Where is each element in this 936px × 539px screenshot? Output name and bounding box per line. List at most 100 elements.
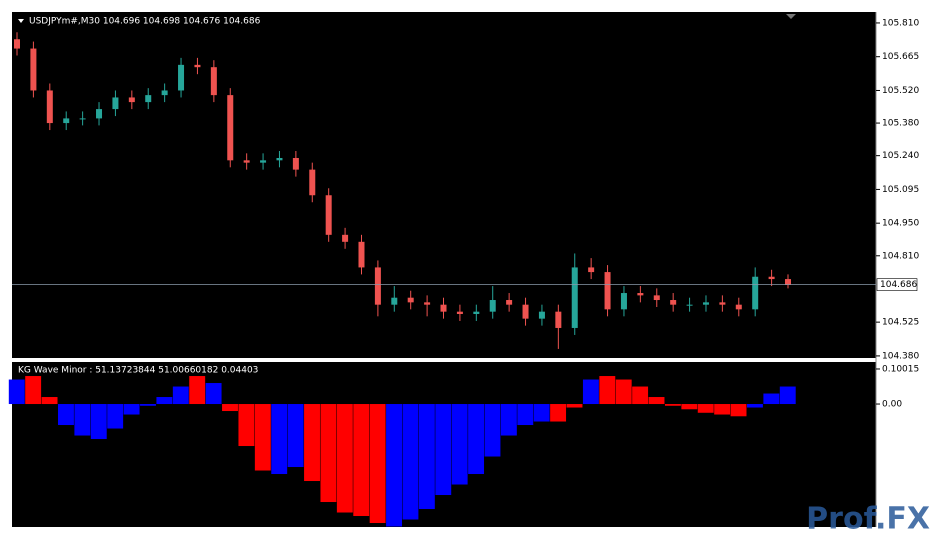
candle-body	[227, 95, 234, 161]
price-label: 104.686	[880, 280, 917, 290]
histogram-bar	[254, 404, 271, 471]
histogram-bar	[599, 376, 616, 405]
histogram-bar	[74, 404, 91, 436]
candle-body	[752, 276, 759, 310]
y-tick-label: 104.950	[882, 219, 919, 229]
candle-body	[456, 311, 463, 314]
y-tick-label: 105.380	[882, 119, 919, 129]
histogram-bar	[615, 379, 632, 405]
histogram-bar	[468, 404, 485, 475]
candle-body	[768, 276, 775, 280]
candle-body	[96, 109, 103, 119]
y-tick-label: 0.00	[882, 400, 902, 410]
histogram-bar	[140, 404, 156, 406]
candle-body	[161, 90, 168, 96]
candle-body	[243, 160, 250, 163]
candle-body	[555, 311, 562, 328]
candle-body	[145, 95, 152, 103]
menu-icon[interactable]	[18, 19, 24, 23]
histogram-bar	[304, 404, 320, 482]
histogram-bar	[746, 404, 763, 408]
candle-body	[571, 267, 578, 328]
candle-body	[178, 64, 185, 91]
histogram-bar	[533, 404, 550, 422]
histogram-bar	[517, 404, 534, 426]
indicator-title: KG Wave Minor : 51.13723844 51.00660182 …	[18, 366, 258, 376]
candle-body	[588, 267, 595, 273]
y-tick-label: 104.380	[882, 351, 919, 361]
candle-body	[637, 293, 644, 296]
y-tick-label: 105.810	[882, 18, 919, 28]
histogram-bar	[90, 404, 107, 440]
candle-body	[194, 64, 201, 68]
histogram-bar	[287, 404, 304, 468]
histogram-bar	[500, 404, 517, 436]
candle-body	[653, 295, 660, 301]
histogram-bar	[8, 379, 25, 405]
candle-body	[785, 279, 791, 285]
histogram-bar	[714, 404, 731, 415]
histogram-bar	[435, 404, 452, 496]
histogram-bar	[271, 404, 288, 475]
candle-body	[473, 311, 480, 314]
y-tick-label: 105.095	[882, 185, 919, 195]
histogram-bar	[779, 386, 796, 405]
histogram-bar	[107, 404, 124, 429]
candle-body	[604, 272, 611, 310]
histogram-bar	[681, 404, 698, 410]
histogram-bar	[763, 393, 780, 405]
candle-body	[374, 267, 381, 305]
candle-body	[620, 293, 627, 310]
candle-body	[506, 300, 513, 305]
histogram-bar	[353, 404, 370, 517]
histogram-bar	[205, 383, 222, 405]
candle-body	[325, 195, 332, 235]
candle-body	[276, 157, 283, 161]
candle-body	[424, 302, 431, 305]
histogram-bar	[648, 397, 665, 405]
y-tick-label: 104.525	[882, 318, 919, 328]
candle-body	[358, 241, 365, 268]
candle-body	[522, 304, 529, 319]
histogram-bar	[172, 386, 189, 405]
histogram-bar	[550, 404, 567, 422]
candle-body	[112, 97, 119, 110]
histogram-bar	[730, 404, 747, 417]
chart-title: USDJPYm#,M30 104.696 104.698 104.676 104…	[29, 17, 261, 27]
candle-body	[702, 302, 709, 305]
histogram-bar	[320, 404, 337, 503]
candle-body	[440, 304, 447, 312]
histogram-bar	[566, 404, 583, 408]
candle-body	[292, 157, 299, 170]
histogram-bar	[484, 404, 501, 457]
histogram-bar	[632, 386, 649, 405]
watermark: Prof.FX	[806, 502, 930, 537]
histogram-bar	[336, 404, 353, 513]
histogram-bar	[451, 404, 468, 485]
histogram-bar	[123, 404, 140, 415]
shift-marker	[786, 14, 796, 19]
histogram-bar	[418, 404, 435, 510]
histogram-bar	[189, 376, 206, 405]
histogram-bar	[582, 379, 599, 405]
histogram-bar	[664, 404, 681, 406]
histogram-bar	[156, 397, 173, 405]
candle-body	[210, 67, 217, 96]
candle-body	[489, 300, 496, 312]
y-tick-label: 0.10015	[882, 364, 919, 374]
histogram-bar	[25, 376, 42, 405]
candle-body	[79, 118, 86, 120]
candle-body	[670, 300, 677, 305]
histogram-bar	[41, 397, 58, 405]
y-tick-label: 105.665	[882, 52, 919, 62]
histogram-bar	[58, 404, 74, 426]
candle-body	[686, 304, 693, 306]
histogram-bar	[238, 404, 255, 447]
histogram-bar	[402, 404, 419, 520]
histogram-bar	[222, 404, 238, 412]
histogram-bar	[369, 404, 386, 524]
candle-body	[342, 234, 349, 242]
candle-body	[719, 302, 726, 305]
candle-body	[309, 169, 316, 196]
